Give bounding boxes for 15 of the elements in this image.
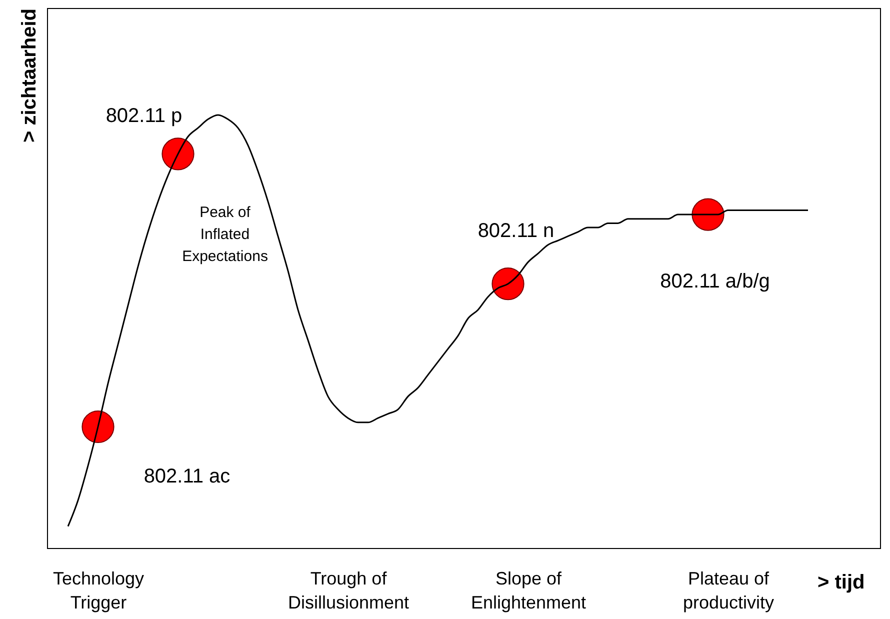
- x-tick-label: Trough of Disillusionment: [288, 568, 410, 612]
- x-tick-label: Slope of Enlightenment: [470, 568, 586, 612]
- series-label: 802.11 n: [478, 220, 554, 242]
- point: [162, 138, 194, 170]
- y-axis-title: > zichtaarheid: [18, 8, 40, 142]
- point: [82, 410, 114, 444]
- x-tick-label: Technology Trigger: [52, 568, 144, 612]
- annotation: Peak of Inflated Expectations: [182, 204, 268, 265]
- point: [692, 198, 724, 231]
- point: [492, 268, 524, 300]
- x-tick-label: Plateau of productivity: [682, 568, 774, 612]
- x-axis-title: > tijd: [818, 572, 865, 594]
- text: 802.11 a/b/g: [660, 270, 770, 293]
- text: 802.11 ac: [144, 466, 230, 488]
- series-label: 802.11 p: [106, 104, 182, 127]
